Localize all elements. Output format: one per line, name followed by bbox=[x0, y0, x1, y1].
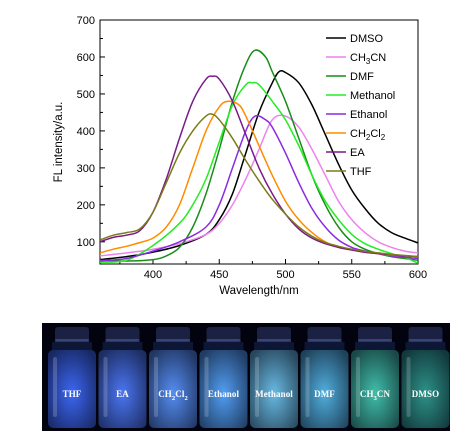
vial-cap bbox=[358, 327, 392, 341]
vial-body bbox=[199, 350, 248, 428]
x-axis-title: Wavelength/nm bbox=[219, 285, 298, 297]
vial-cap-rim bbox=[307, 339, 342, 342]
vial-label-ethanol: Ethanol bbox=[207, 389, 240, 399]
y-tick-label: 100 bbox=[77, 237, 95, 249]
vial-cap bbox=[55, 327, 89, 341]
vial-body bbox=[351, 350, 399, 428]
series-line-ch3cn bbox=[100, 114, 418, 257]
legend-label-thf: THF bbox=[350, 166, 372, 178]
vial-label-ea: EA bbox=[116, 389, 129, 399]
series-lines bbox=[100, 49, 418, 264]
vial-neck bbox=[254, 342, 294, 350]
vial-cap-rim bbox=[408, 339, 443, 342]
legend-label-methanol: Methanol bbox=[350, 90, 395, 102]
vial-cap-rim bbox=[257, 339, 291, 342]
legend: DMSO CH3CN DMF Methanol Ethanol CH2Cl2 EA THF bbox=[326, 33, 395, 178]
legend-label-dmso: DMSO bbox=[350, 33, 383, 45]
vial-cap bbox=[307, 327, 342, 341]
legend-label-ch2cl2: CH2Cl2 bbox=[350, 128, 386, 142]
vial-body bbox=[300, 350, 349, 428]
vial-neck bbox=[304, 342, 345, 350]
vial-cap bbox=[105, 327, 140, 341]
vial-body bbox=[250, 350, 298, 428]
vial-photo: THF EA CH2Cl2 Ethanol Methanol DMF CH3CN DMSO bbox=[42, 323, 450, 431]
vial-cap-rim bbox=[358, 339, 392, 342]
vial-photo-graphic bbox=[48, 327, 450, 428]
vial-label-ch2cl2: CH2Cl2 bbox=[158, 389, 188, 402]
vial-neck bbox=[203, 342, 244, 350]
vial-label-ch3cn: CH3CN bbox=[359, 389, 391, 402]
y-tick-label: 400 bbox=[77, 126, 95, 138]
series-line-dmso bbox=[100, 69, 418, 261]
vial-thf bbox=[48, 327, 96, 428]
vial-highlight bbox=[103, 357, 108, 417]
vial-highlight bbox=[305, 357, 310, 417]
vial-ea bbox=[98, 327, 147, 428]
vial-dmf bbox=[300, 327, 349, 428]
vial-label-thf: THF bbox=[62, 389, 82, 399]
vial-neck bbox=[405, 342, 446, 350]
legend-label-dmf: DMF bbox=[350, 71, 374, 83]
legend-label-ch3cn: CH3CN bbox=[350, 52, 386, 66]
vial-highlight bbox=[255, 357, 259, 417]
y-axis-title: FL intensity/a.u. bbox=[53, 102, 65, 183]
vial-body bbox=[48, 350, 96, 428]
x-tick-label: 600 bbox=[409, 269, 427, 281]
plot-area: 100 200 300 400 500 600 700 400 450 500 550 600 Wave… bbox=[53, 15, 427, 297]
vial-body bbox=[98, 350, 147, 428]
series-line-thf bbox=[100, 113, 418, 258]
vial-cap bbox=[156, 327, 190, 341]
vial-highlight bbox=[154, 357, 158, 417]
emission-spectra-chart: 100 200 300 400 500 600 700 400 450 500 550 600 Wave… bbox=[53, 15, 427, 297]
vial-ethanol bbox=[199, 327, 248, 428]
vial-body bbox=[401, 350, 450, 428]
vial-cap bbox=[257, 327, 291, 341]
vial-ch3cn bbox=[351, 327, 399, 428]
vial-body bbox=[149, 350, 197, 428]
vial-label-dmso: DMSO bbox=[411, 389, 440, 399]
vial-neck bbox=[52, 342, 92, 350]
series-line-ch2cl2 bbox=[100, 100, 418, 258]
series-line-methanol bbox=[100, 81, 418, 264]
vial-cap-rim bbox=[55, 339, 89, 342]
x-tick-label: 500 bbox=[276, 269, 294, 281]
y-tick-label: 600 bbox=[77, 52, 95, 64]
vial-cap-rim bbox=[156, 339, 190, 342]
y-tick-label: 200 bbox=[77, 200, 95, 212]
series-line-dmf bbox=[100, 49, 418, 262]
vial-methanol bbox=[250, 327, 298, 428]
y-tick-label: 500 bbox=[77, 89, 95, 101]
legend-label-ethanol: Ethanol bbox=[350, 109, 387, 121]
vial-neck bbox=[102, 342, 143, 350]
y-tick-label: 700 bbox=[77, 15, 95, 27]
vial-highlight bbox=[204, 357, 209, 417]
vial-highlight bbox=[356, 357, 360, 417]
x-tick-label: 550 bbox=[343, 269, 361, 281]
vial-label-dmf: DMF bbox=[314, 389, 335, 399]
vial-neck bbox=[153, 342, 193, 350]
vial-cap bbox=[206, 327, 241, 341]
x-tick-label: 400 bbox=[144, 269, 162, 281]
vial-ch2cl2 bbox=[149, 327, 197, 428]
vial-cap bbox=[408, 327, 443, 341]
vial-neck bbox=[355, 342, 395, 350]
plot-frame bbox=[99, 19, 419, 265]
x-tick-label: 450 bbox=[210, 269, 228, 281]
vial-label-methanol: Methanol bbox=[255, 389, 293, 399]
vial-cap-rim bbox=[105, 339, 140, 342]
y-tick-label: 300 bbox=[77, 163, 95, 175]
vial-highlight bbox=[53, 357, 57, 417]
legend-label-ea: EA bbox=[350, 147, 365, 159]
vial-highlight bbox=[406, 357, 411, 417]
vial-cap-rim bbox=[206, 339, 241, 342]
vial-dmso bbox=[401, 327, 450, 428]
